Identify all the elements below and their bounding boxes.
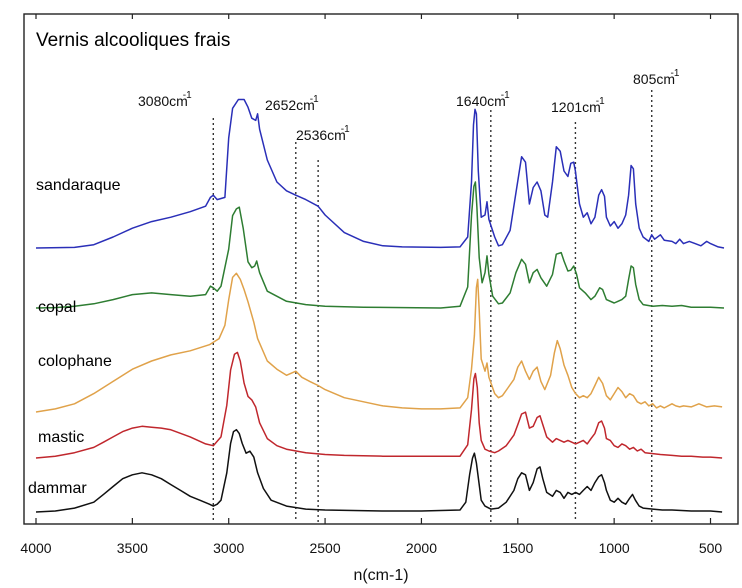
- series-label-dammar: dammar: [28, 480, 87, 497]
- x-tick-label-2000: 2000: [406, 540, 437, 556]
- x-tick-label-3000: 3000: [213, 540, 244, 556]
- marker-label-805: 805cm: [633, 71, 675, 87]
- series-labels: sandaraque copal colophane mastic dammar: [28, 177, 121, 497]
- x-tick-label-2500: 2500: [309, 540, 340, 556]
- spectra: [35, 98, 725, 513]
- marker-label-sup-2536: -1: [341, 124, 350, 135]
- marker-label-sup-1640: -1: [501, 90, 510, 101]
- marker-label-2652: 2652cm: [265, 97, 315, 113]
- x-tick-label-1000: 1000: [599, 540, 630, 556]
- marker-label-2536: 2536cm: [296, 127, 346, 143]
- spectrum-line-sandaraque: [35, 98, 725, 249]
- x-axis: 4000 3500 3000 2500 2000 1500 1000 500: [20, 14, 722, 556]
- x-tick-label-4000: 4000: [20, 540, 51, 556]
- marker-label-1640: 1640cm: [456, 93, 506, 109]
- series-label-copal: copal: [38, 299, 76, 316]
- series-label-mastic: mastic: [38, 429, 84, 446]
- marker-label-3080: 3080cm: [138, 93, 188, 109]
- spectrum-line-mastic: [35, 351, 723, 459]
- chart-title: Vernis alcooliques frais: [36, 30, 230, 51]
- spectrum-line-copal: [35, 181, 725, 309]
- marker-lines: [212, 90, 653, 522]
- spectrum-line-dammar: [35, 428, 723, 513]
- spectrum-line-colophane: [35, 272, 723, 413]
- marker-annotations: 3080cm-12652cm-12536cm-11640cm-11201cm-1…: [138, 68, 680, 143]
- marker-label-sup-805: -1: [671, 68, 680, 79]
- marker-label-1201: 1201cm: [551, 99, 601, 115]
- x-tick-label-500: 500: [699, 540, 723, 556]
- x-tick-label-1500: 1500: [502, 540, 533, 556]
- marker-label-sup-2652: -1: [310, 94, 319, 105]
- marker-label-sup-3080: -1: [183, 90, 192, 101]
- series-label-sandaraque: sandaraque: [36, 177, 121, 194]
- x-tick-label-3500: 3500: [117, 540, 148, 556]
- x-axis-label: n(cm-1): [353, 567, 408, 584]
- marker-label-sup-1201: -1: [596, 96, 605, 107]
- plot-frame: [23, 13, 739, 525]
- series-label-colophane: colophane: [38, 353, 112, 370]
